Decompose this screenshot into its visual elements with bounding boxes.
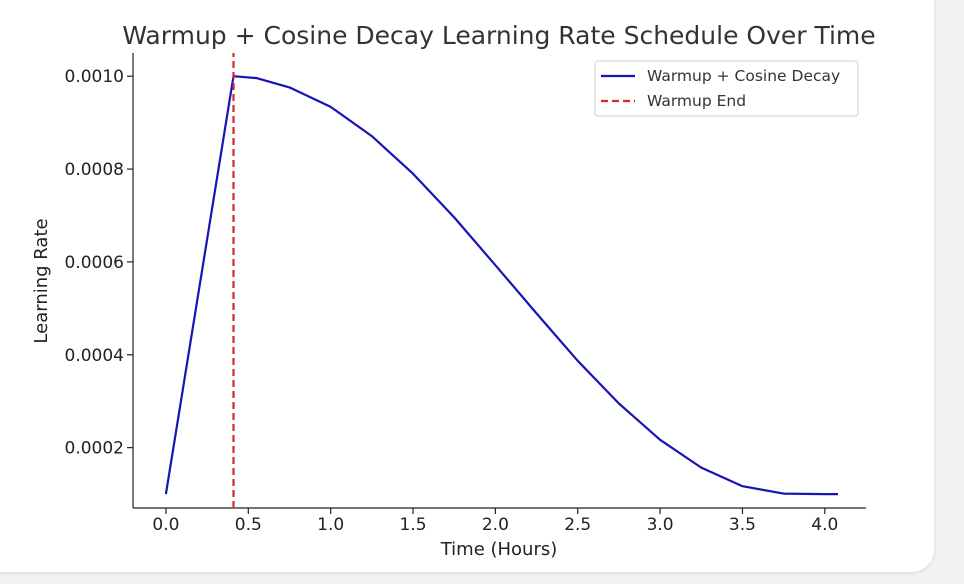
y-axis-ticks: 0.0002 0.0004 0.0006 0.0008 0.0010 bbox=[65, 67, 133, 459]
x-tick-label: 4.0 bbox=[811, 515, 838, 535]
y-tick-label: 0.0008 bbox=[65, 160, 124, 180]
y-tick-label: 0.0004 bbox=[65, 346, 124, 366]
chart-card: Warmup + Cosine Decay Learning Rate Sche… bbox=[0, 0, 934, 572]
x-tick-label: 0.5 bbox=[235, 515, 262, 535]
y-tick-label: 0.0006 bbox=[65, 253, 124, 273]
y-tick-label: 0.0002 bbox=[65, 439, 124, 459]
plot-area bbox=[132, 53, 866, 509]
x-tick-label: 1.0 bbox=[317, 515, 344, 535]
x-tick-label: 0.0 bbox=[152, 515, 179, 535]
x-axis-ticks: 0.0 0.5 1.0 1.5 2.0 2.5 3.0 3.5 4.0 bbox=[152, 508, 838, 535]
x-axis-label: Time (Hours) bbox=[440, 539, 558, 560]
y-tick-label: 0.0010 bbox=[65, 67, 124, 87]
y-axis-label: Learning Rate bbox=[31, 218, 52, 343]
x-tick-label: 2.0 bbox=[482, 515, 509, 535]
legend-label: Warmup End bbox=[647, 92, 746, 110]
x-tick-label: 3.0 bbox=[647, 515, 674, 535]
x-tick-label: 1.5 bbox=[399, 515, 426, 535]
x-tick-label: 3.5 bbox=[729, 515, 756, 535]
legend-box bbox=[594, 60, 859, 117]
series-line-1 bbox=[164, 75, 838, 496]
legend: Warmup + Cosine Decay Warmup End bbox=[594, 60, 859, 117]
chart-title: Warmup + Cosine Decay Learning Rate Sche… bbox=[122, 21, 875, 50]
x-tick-label: 2.5 bbox=[564, 515, 591, 535]
legend-label: Warmup + Cosine Decay bbox=[647, 67, 840, 85]
